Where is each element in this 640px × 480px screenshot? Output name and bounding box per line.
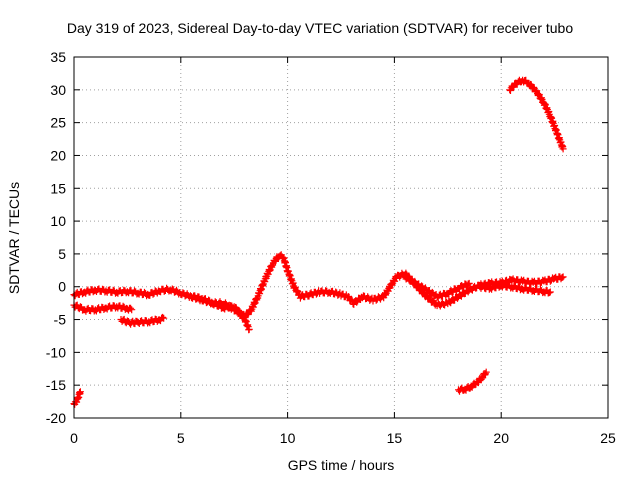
y-tick-label: 10 [50,213,66,229]
x-tick-label: 10 [280,430,296,446]
series-markers [70,388,84,408]
y-tick-label: 35 [50,49,66,65]
x-tick-label: 25 [600,430,616,446]
y-tick-label: -10 [46,344,66,360]
series-markers [506,76,567,153]
data-layer [70,76,567,408]
x-tick-label: 0 [70,430,78,446]
y-tick-label: -15 [46,377,66,393]
series-lower-branch-4 [401,273,473,302]
y-tick-label: 20 [50,147,66,163]
series-markers [455,368,490,395]
y-tick-label: -20 [46,410,66,426]
series-markers [401,273,473,302]
plot-frame [73,56,609,419]
series-lower-branch-3 [188,292,253,334]
x-tick-label: 5 [177,430,185,446]
x-axis-label: GPS time / hours [287,457,395,473]
series-markers [70,301,136,315]
series-markers [476,281,554,297]
y-tick-label: 25 [50,115,66,131]
x-tick-label: 15 [387,430,403,446]
chart-title: Day 319 of 2023, Sidereal Day-to-day VTE… [66,20,574,36]
series-lower-branch-1 [70,301,136,315]
y-tick-label: 5 [58,246,66,262]
grid-layer [74,57,608,418]
y-axis-label: SDTVAR / TECUs [6,181,22,295]
series-lower-branch-5 [476,281,554,297]
y-tick-label: -5 [54,312,67,328]
y-tick-label: 0 [58,279,66,295]
y-tick-label: 30 [50,82,66,98]
series-late-tail [455,368,490,395]
x-tick-label: 20 [493,430,509,446]
series-markers [117,313,168,328]
axis-layer: -20 -15 -10 -5 0 5 10 15 20 25 30 35 0 5 10 15 20 25 [46,49,616,446]
series-upper-arc [506,76,567,153]
series-left-tail [70,388,84,408]
series-markers [188,292,253,334]
series-lower-branch-2 [117,313,168,328]
y-tick-label: 15 [50,180,66,196]
